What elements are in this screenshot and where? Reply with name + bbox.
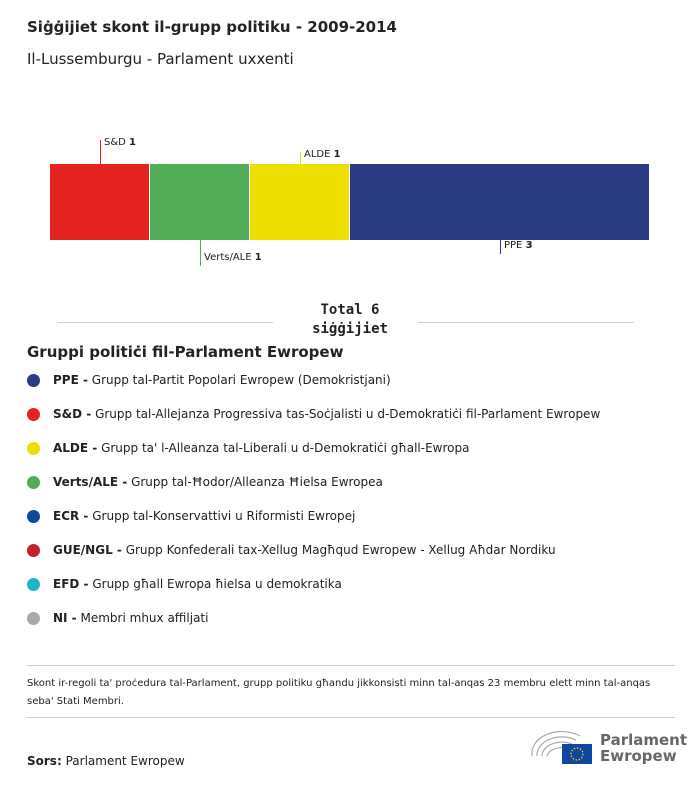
category-label: Verts/ALE: [204, 252, 255, 263]
legend-swatch: [27, 509, 40, 523]
value-label: 1: [333, 149, 341, 160]
legend-item: PPE - Grupp tal-Partit Popolari Ewropew …: [27, 373, 391, 387]
legend-desc: Grupp ta' l-Alleanza tal-Liberali u d-De…: [101, 441, 470, 455]
legend-swatch: [27, 407, 40, 421]
data-label: S&D 1: [104, 137, 136, 148]
legend-heading: Gruppi politiċi fil-Parlament Ewropew: [27, 343, 344, 361]
label-leader: [100, 140, 101, 164]
legend-item: S&D - Grupp tal-Allejanza Progressiva ta…: [27, 407, 600, 421]
value-label: 1: [254, 252, 262, 263]
legend-swatch: [27, 475, 40, 489]
legend-item: EFD - Grupp għall Ewropa ħielsa u demokr…: [27, 577, 342, 591]
legend-desc: Grupp Konfederali tax-Xellug Magħqud Ewr…: [125, 543, 556, 557]
legend-swatch: [27, 441, 40, 455]
source: Sors: Parlament Ewropew: [27, 754, 185, 768]
label-leader: [200, 240, 201, 266]
data-label: ALDE 1: [304, 149, 341, 160]
source-label: Sors:: [27, 754, 62, 768]
ep-logo: Parlament Ewropew: [530, 730, 687, 766]
bar-segment: [150, 164, 249, 240]
legend-item: Verts/ALE - Grupp tal-Ħodor/Alleanza Ħie…: [27, 475, 383, 489]
legend-abbr: PPE -: [53, 373, 88, 387]
legend-abbr: Verts/ALE -: [53, 475, 128, 489]
category-label: S&D: [104, 137, 130, 148]
legend-swatch: [27, 577, 40, 591]
value-label: 3: [525, 240, 533, 251]
legend-abbr: NI -: [53, 611, 77, 625]
logo-line2: Ewropew: [600, 747, 677, 765]
legend-abbr: S&D -: [53, 407, 92, 421]
legend-desc: Grupp tal-Allejanza Progressiva tas-Soċj…: [95, 407, 601, 421]
footnote: Skont ir-regoli ta' proċedura tal-Parlam…: [27, 678, 651, 707]
legend-item: ECR - Grupp tal-Konservattivi u Riformis…: [27, 509, 355, 523]
legend-desc: Membri mhux affiljati: [80, 611, 209, 625]
legend-desc: Grupp tal-Ħodor/Alleanza Ħielsa Ewropea: [131, 475, 383, 489]
divider: [418, 322, 634, 323]
value-label: 1: [129, 137, 136, 148]
data-label: PPE 3: [504, 240, 533, 251]
label-leader: [500, 240, 501, 254]
logo-line1: Parlament: [600, 731, 688, 749]
total-label: Total 6 siġġijiet: [312, 302, 388, 337]
legend-swatch: [27, 611, 40, 625]
legend-item: ALDE - Grupp ta' l-Alleanza tal-Liberali…: [27, 441, 469, 455]
legend-abbr: ALDE -: [53, 441, 98, 455]
bar-segment: [250, 164, 349, 240]
legend-desc: Grupp għall Ewropa ħielsa u demokratika: [92, 577, 342, 591]
chart-subtitle: Il-Lussemburgu - Parlament uxxenti: [27, 50, 294, 68]
legend-abbr: EFD -: [53, 577, 89, 591]
legend-desc: Grupp tal-Partit Popolari Ewropew (Demok…: [91, 373, 391, 387]
bar-segment: [50, 164, 149, 240]
divider: [57, 322, 273, 323]
parliament-hemicycle-icon: [531, 730, 592, 764]
data-label: Verts/ALE 1: [204, 252, 262, 263]
legend-desc: Grupp tal-Konservattivi u Riformisti Ewr…: [92, 509, 356, 523]
category-label: ALDE: [304, 149, 334, 160]
legend-abbr: GUE/NGL -: [53, 543, 122, 557]
legend-swatch: [27, 373, 40, 387]
chart-title: Siġġijiet skont il-grupp politiku - 2009…: [27, 18, 397, 36]
source-value: Parlament Ewropew: [65, 754, 185, 768]
divider: [27, 717, 675, 718]
bar-segment: [350, 164, 649, 240]
legend-abbr: ECR -: [53, 509, 89, 523]
legend-item: GUE/NGL - Grupp Konfederali tax-Xellug M…: [27, 543, 556, 557]
legend-item: NI - Membri mhux affiljati: [27, 611, 208, 625]
category-label: PPE: [504, 240, 526, 251]
divider: [27, 665, 675, 666]
label-leader: [300, 152, 301, 164]
legend-swatch: [27, 543, 40, 557]
